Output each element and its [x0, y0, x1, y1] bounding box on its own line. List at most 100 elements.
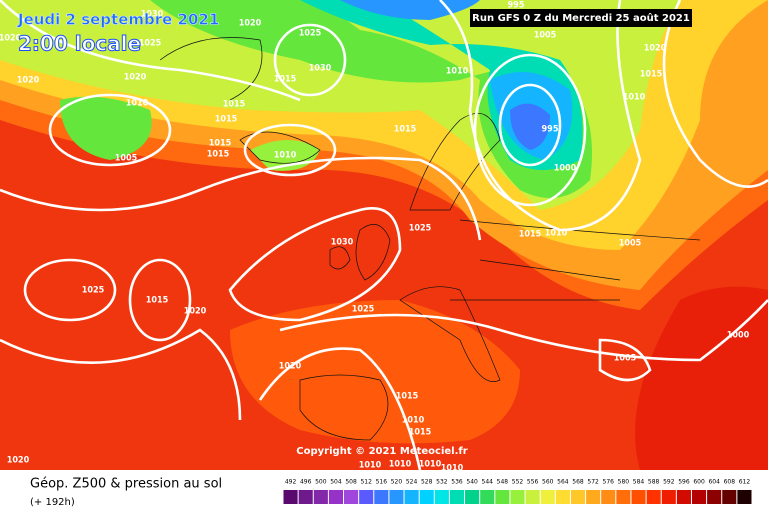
isobar-label: 1025 — [299, 29, 322, 39]
scale-label: 528 — [421, 479, 433, 486]
scale-swatch — [313, 490, 328, 504]
scale-swatch — [707, 490, 722, 504]
scale-swatch — [510, 490, 525, 504]
scale-label: 492 — [285, 479, 297, 486]
scale-label: 500 — [315, 479, 327, 486]
footer-title: Géop. Z500 & pression au sol — [30, 477, 222, 492]
scale-label: 508 — [345, 479, 357, 486]
scale-swatch — [555, 490, 570, 504]
isobar-label: 1010 — [359, 461, 382, 471]
scale-label: 512 — [360, 479, 372, 486]
isobar-label: 1020 — [279, 362, 302, 372]
scale-swatch — [722, 490, 737, 504]
isobar-label: 995 — [542, 125, 559, 135]
scale-label: 560 — [542, 479, 554, 486]
scale-swatch — [283, 490, 298, 504]
scale-swatch — [480, 490, 495, 504]
isobar-label: 1010 — [441, 464, 464, 474]
scale-label: 540 — [466, 479, 478, 486]
scale-label: 608 — [724, 479, 736, 486]
isobar-label: 1015 — [209, 139, 232, 149]
isobar-label: 1020 — [0, 34, 22, 44]
isobar-label: 1010 — [545, 229, 568, 239]
scale-label: 496 — [300, 479, 312, 486]
scale-swatch — [495, 490, 510, 504]
isobar-label: 1020 — [17, 76, 40, 86]
scale-swatch — [525, 490, 540, 504]
isobar-label: 1010 — [402, 416, 425, 426]
isobar-label: 1015 — [207, 150, 230, 160]
forecast-time: 2:00 locale — [18, 32, 141, 56]
scale-label: 604 — [708, 479, 720, 486]
scale-swatch — [616, 490, 631, 504]
isobar-label: 1010 — [446, 67, 469, 77]
isobar-label: 1015 — [146, 296, 169, 306]
scale-label: 520 — [391, 479, 403, 486]
map-background — [0, 0, 768, 470]
scale-swatch — [646, 490, 661, 504]
footer-lead: (+ 192h) — [30, 497, 75, 508]
scale-swatch — [601, 490, 616, 504]
isobar-label: 1010 — [389, 460, 412, 470]
isobars — [0, 0, 768, 471]
isobar-label: 1010 — [419, 460, 442, 470]
scale-swatch — [465, 490, 480, 504]
scale-label: 584 — [633, 479, 645, 486]
isobar-label: 1030 — [309, 64, 332, 74]
isobar-label: 1015 — [394, 125, 417, 135]
scale-label: 532 — [436, 479, 448, 486]
run-info: Run GFS 0 Z du Mercredi 25 août 2021 — [472, 12, 690, 24]
scale-swatch — [389, 490, 404, 504]
scale-label: 536 — [451, 479, 463, 486]
isobar-label: 1030 — [331, 238, 354, 248]
isobar-label: 1005 — [115, 154, 138, 164]
isobar-label: 1020 — [644, 44, 667, 54]
copyright: Copyright © 2021 Meteociel.fr — [296, 446, 467, 457]
scale-label: 592 — [663, 479, 675, 486]
isobar-label: 1020 — [239, 19, 262, 29]
isobar-label: 995 — [508, 1, 525, 11]
isobar-label: 1010 — [274, 151, 297, 161]
isobar-label: 1015 — [274, 75, 297, 85]
scale-label: 556 — [527, 479, 539, 486]
scale-label: 552 — [512, 479, 524, 486]
scale-label: 572 — [587, 479, 599, 486]
scale-swatch — [374, 490, 389, 504]
scale-swatch — [359, 490, 374, 504]
coastlines — [159, 37, 701, 441]
scale-label: 612 — [739, 479, 751, 486]
isobar-label: 1015 — [409, 428, 432, 438]
isobar-label: 1005 — [619, 239, 642, 249]
isobar-label: 1020 — [184, 307, 207, 317]
isobar-label: 1025 — [409, 224, 432, 234]
isobar-label: 1025 — [82, 286, 105, 296]
scale-swatch — [631, 490, 646, 504]
isobar-label: 1030 — [141, 10, 164, 20]
isobar-label: 1010 — [623, 93, 646, 103]
isobar-label: 1015 — [215, 115, 238, 125]
isobar-label: 1000 — [727, 331, 750, 341]
isobar-label: 1015 — [396, 392, 419, 402]
isobar-label: 1020 — [7, 456, 30, 466]
scale-swatch — [419, 490, 434, 504]
scale-label: 580 — [618, 479, 630, 486]
isobar-label: 1025 — [139, 39, 162, 49]
isobar-label: 1005 — [614, 354, 637, 364]
isobar-label: 1005 — [534, 31, 557, 41]
scale-swatch — [661, 490, 676, 504]
scale-label: 504 — [330, 479, 342, 486]
isobar-label: 1015 — [519, 230, 542, 240]
isobar-label: 1000 — [554, 164, 577, 174]
isobar-label: 1025 — [352, 305, 375, 315]
scale-label: 548 — [497, 479, 509, 486]
scale-label: 596 — [678, 479, 690, 486]
scale-swatch — [449, 490, 465, 504]
scale-label: 576 — [603, 479, 615, 486]
scale-swatch — [328, 490, 344, 504]
scale-label: 564 — [557, 479, 569, 486]
scale-swatch — [691, 490, 707, 504]
scale-swatch — [434, 490, 449, 504]
scale-swatch — [586, 490, 601, 504]
